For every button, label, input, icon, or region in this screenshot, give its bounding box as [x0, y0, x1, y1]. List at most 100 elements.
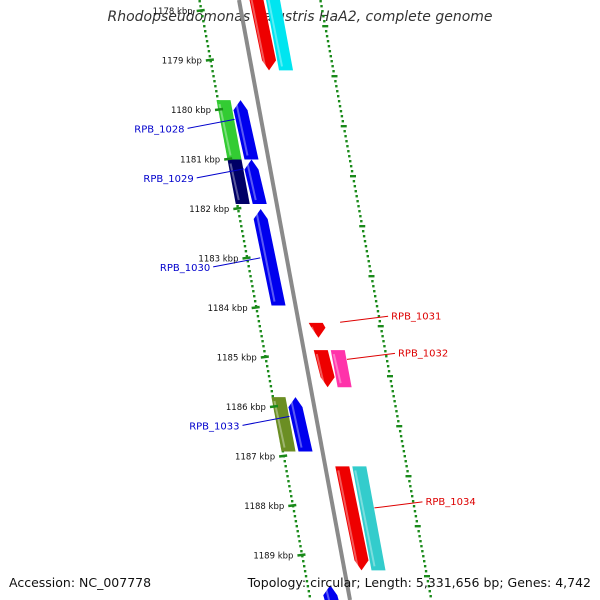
tick-dot [390, 385, 394, 388]
scale-tick-label: 1178 kbp [153, 7, 193, 17]
tick-dot [323, 20, 326, 23]
gene-block-bottom-blue[interactable] [323, 585, 342, 600]
tick-dot [241, 235, 245, 238]
tick-dot [287, 480, 290, 483]
tick-dot [331, 75, 338, 78]
gene-highlight [218, 103, 232, 156]
gene-block-rpb_1029[interactable] [244, 159, 267, 205]
gene-label[interactable]: RPB_1029 [143, 174, 193, 185]
tick-dot [286, 475, 289, 478]
gene-block-rpb_1034[interactable] [335, 466, 369, 571]
gene-block-rpb_1032-cog[interactable] [330, 350, 352, 388]
tick-dot [346, 145, 349, 148]
tick-dot [354, 190, 357, 193]
tick-dot [248, 270, 251, 273]
tick-dot [296, 530, 299, 533]
gene-block-rpb_1028-cog[interactable] [216, 100, 242, 160]
tick-dot [293, 515, 297, 518]
tick-dot [324, 30, 328, 33]
gene-block-rpb_1031[interactable] [308, 322, 326, 338]
tick-dot [336, 95, 340, 98]
tick-dot [335, 85, 338, 88]
tick-dot [423, 560, 426, 563]
tick-dot [289, 490, 292, 493]
label-leader-line [242, 415, 290, 426]
gene-block-rpb_1032[interactable] [313, 350, 335, 388]
scale-tick-mark [233, 206, 242, 211]
tick-dot [237, 210, 240, 213]
tick-dot [372, 285, 375, 288]
tick-dot [305, 580, 309, 583]
tick-dot [405, 475, 412, 478]
tick-dot [322, 25, 329, 28]
tick-dot [359, 215, 362, 218]
tick-dot [298, 540, 301, 543]
gene-block-rpb_1033-cog[interactable] [271, 397, 296, 452]
tick-dot [271, 395, 274, 398]
scale-tick-label: 1184 kbp [208, 304, 248, 314]
tick-dot [304, 575, 308, 578]
tick-dot [241, 230, 244, 233]
scale-tick-mark [288, 503, 297, 508]
gene-label[interactable]: RPB_1032 [398, 348, 448, 359]
tick-dot [395, 410, 398, 413]
tick-dot [349, 165, 353, 168]
tick-dot [320, 5, 323, 8]
tick-dot [383, 345, 386, 348]
tick-dot [392, 395, 395, 398]
tick-dot [412, 505, 416, 508]
tick-dot [206, 45, 210, 48]
tick-dot [261, 340, 264, 343]
tick-dot [215, 90, 218, 93]
tick-dot [364, 245, 368, 248]
gene-label[interactable]: RPB_1033 [189, 421, 239, 432]
tick-dot [356, 200, 359, 203]
tick-dot [238, 215, 241, 218]
tick-dot [387, 370, 391, 373]
genome-backbone [237, 0, 352, 600]
tick-dot [426, 580, 430, 583]
label-leader-line [346, 352, 396, 360]
gene-highlight [354, 470, 376, 567]
tick-dot [367, 260, 370, 263]
tick-dot [424, 570, 428, 573]
scale-tick-label: 1179 kbp [162, 57, 202, 67]
scale-tick-mark [278, 454, 288, 458]
scale-tick-mark [214, 107, 224, 112]
gene-label[interactable]: RPB_1028 [134, 124, 184, 135]
tick-dot [292, 510, 296, 513]
tick-dot [363, 240, 367, 243]
tick-dot [417, 530, 420, 533]
tick-dot [386, 360, 389, 363]
tick-dot [380, 330, 383, 333]
tick-dot [306, 585, 310, 588]
gene-label[interactable]: RPB_1031 [391, 311, 441, 322]
gene-highlight [332, 353, 342, 384]
tick-dot [288, 485, 291, 488]
tick-dot [389, 380, 393, 383]
tick-dot [369, 270, 372, 273]
gene-label[interactable]: RPB_1034 [425, 497, 475, 508]
gene-block-rpb_1028[interactable] [233, 100, 259, 160]
gene-block-rpb_1030[interactable] [253, 209, 286, 306]
tick-dot [357, 205, 360, 208]
gene-block-top-cyan[interactable] [262, 0, 294, 71]
tick-dot [265, 365, 269, 368]
gene-block-rpb_1033[interactable] [288, 397, 313, 452]
scale-tick-mark [205, 58, 215, 62]
tick-dot [256, 315, 260, 318]
tick-dot [368, 275, 375, 278]
tick-dot [301, 555, 304, 558]
gene-label[interactable]: RPB_1030 [160, 263, 210, 274]
gene-block-rpb_1034-cog[interactable] [352, 466, 386, 571]
tick-dot [422, 555, 425, 558]
tick-dot [334, 80, 337, 83]
tick-dot [373, 295, 377, 298]
tick-dot [202, 20, 205, 23]
tick-dot [403, 455, 406, 458]
label-leader-line [374, 501, 423, 509]
tick-dots [198, 0, 432, 598]
tick-dot [213, 80, 216, 83]
tick-dot [240, 225, 243, 228]
gene-block-top-red[interactable] [245, 0, 277, 71]
